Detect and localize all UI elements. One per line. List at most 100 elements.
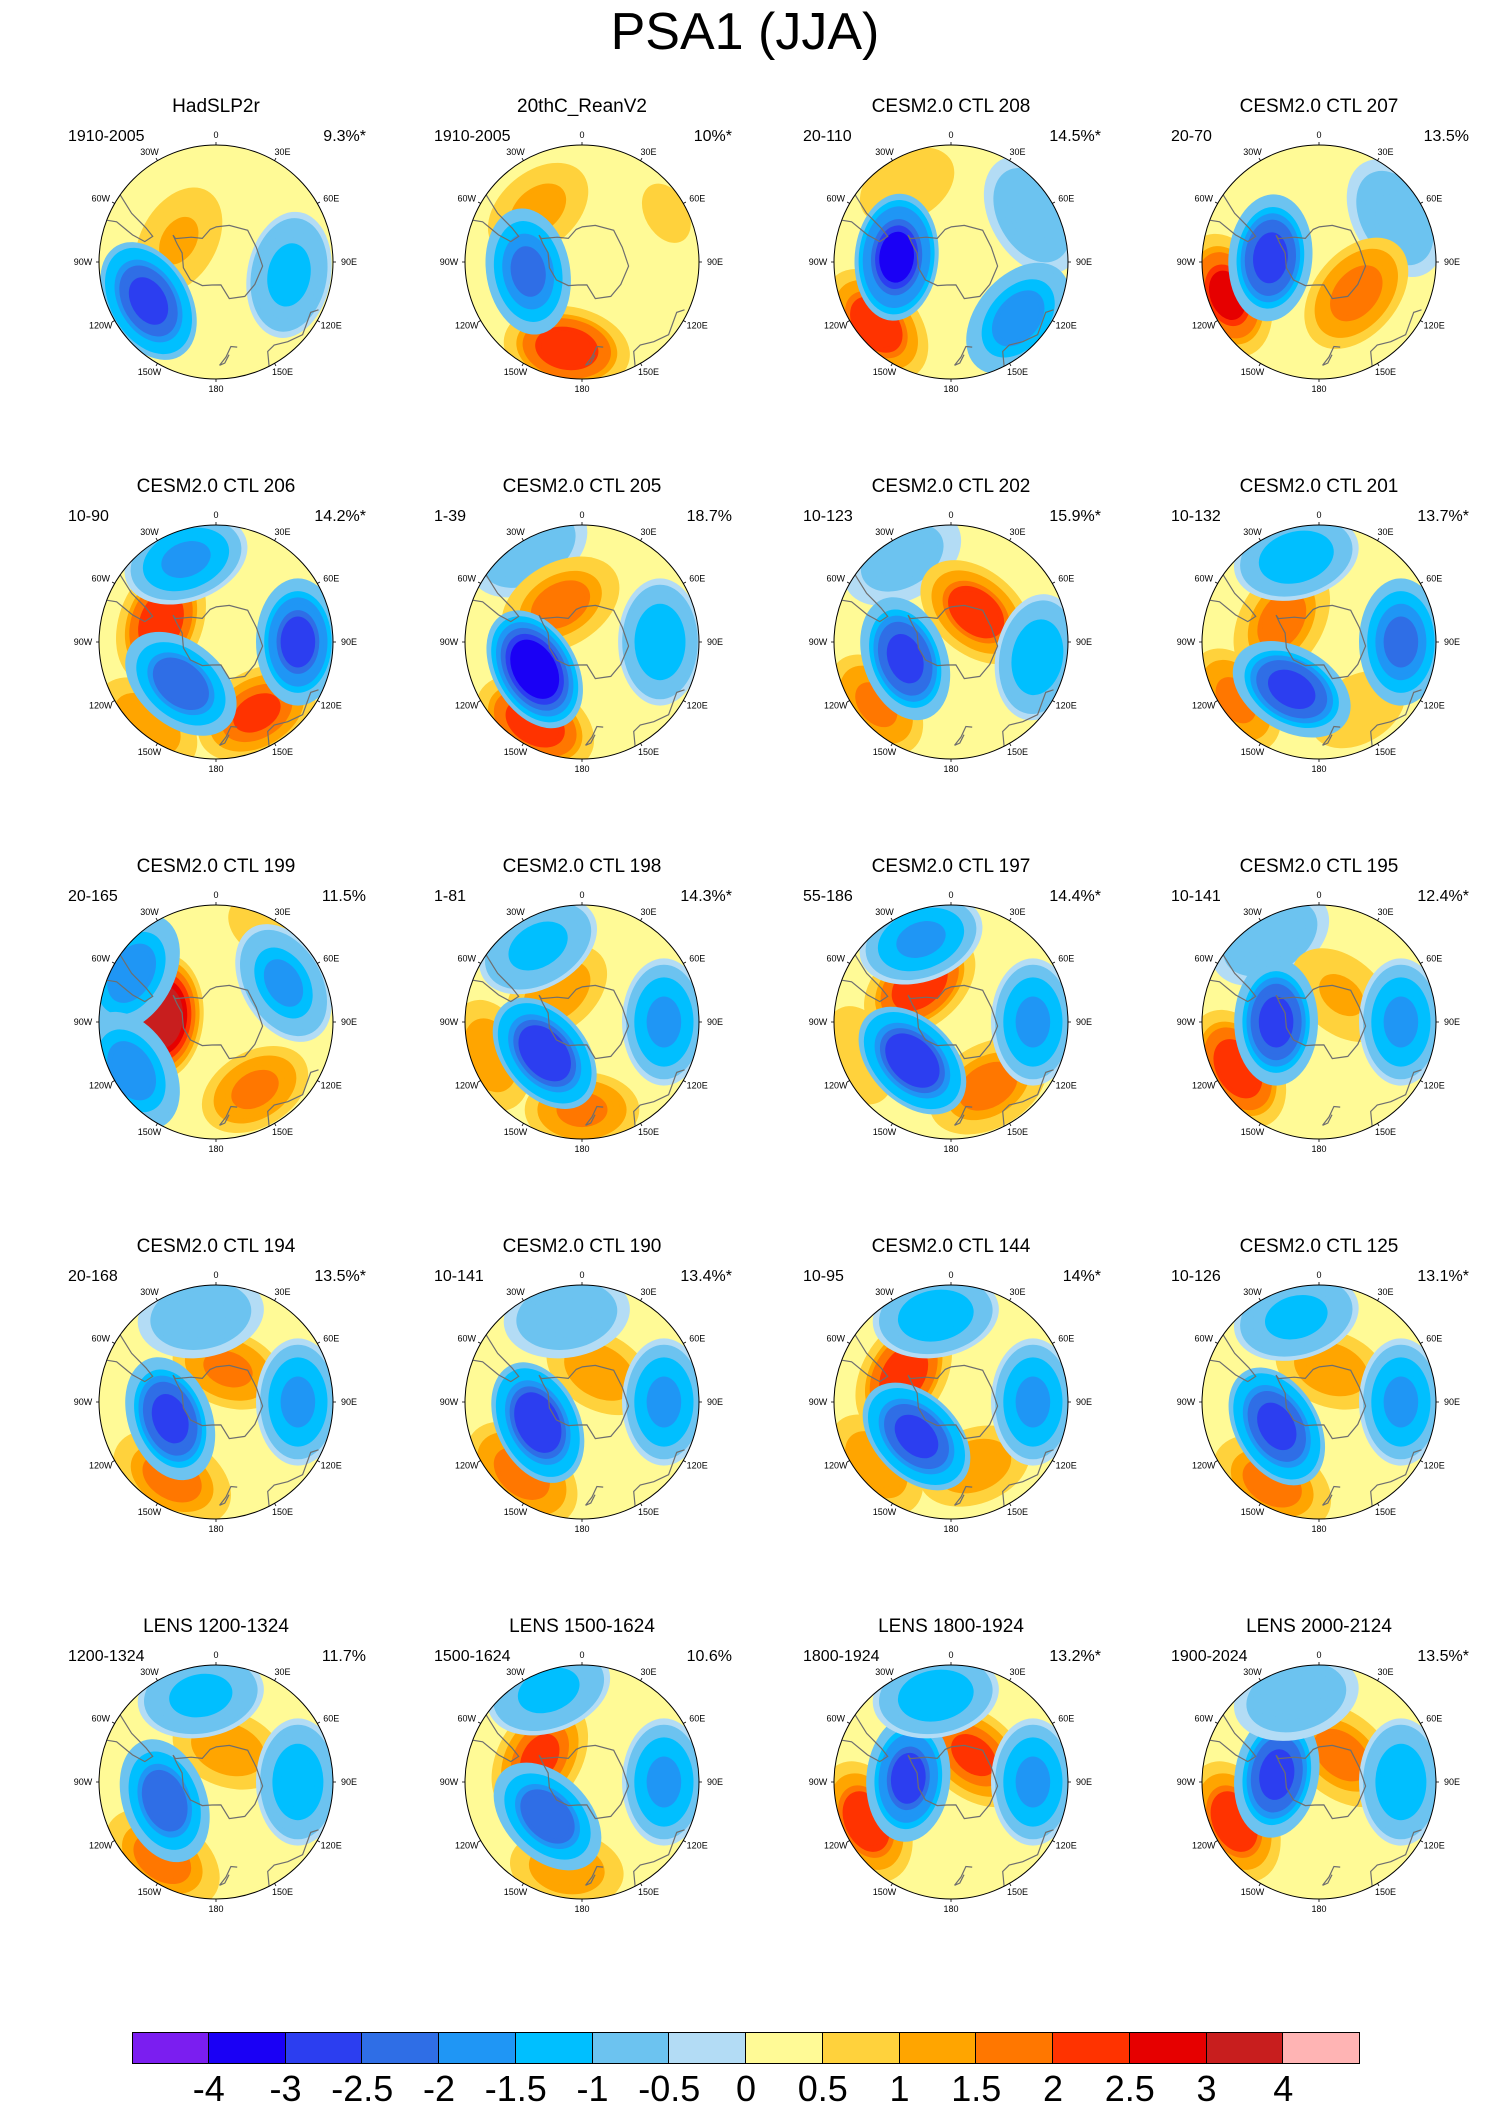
weak-anomaly-contour	[1375, 194, 1415, 242]
low-anomaly-contour	[523, 1030, 566, 1076]
australia-coastline	[267, 1829, 319, 1887]
low-anomaly-contour	[1257, 1402, 1297, 1451]
panel-title: LENS 1800-1924	[878, 1616, 1024, 1637]
lon-tick	[846, 320, 850, 323]
lon-label: 90W	[1177, 1777, 1196, 1787]
australia-coastline	[1370, 689, 1422, 747]
lon-label: 180	[1311, 1524, 1326, 1534]
lon-tick	[1377, 917, 1380, 921]
south-america-coastline	[1202, 1334, 1257, 1383]
lon-tick	[521, 1503, 524, 1507]
panel-variance-percent: 10%*	[693, 128, 732, 145]
lon-tick	[1377, 743, 1380, 747]
lon-label: 150W	[504, 1507, 528, 1517]
lon-label: 60E	[1426, 194, 1442, 204]
lon-label: 90W	[809, 637, 828, 647]
lon-label: 120W	[455, 1841, 479, 1851]
lon-label: 120E	[1056, 1461, 1077, 1471]
lon-tick	[1377, 537, 1380, 541]
lon-tick	[317, 1341, 321, 1344]
lon-tick	[1258, 1297, 1261, 1301]
lon-label: 0	[579, 130, 584, 140]
lon-tick	[111, 961, 115, 964]
australia-coastline	[1002, 1829, 1054, 1887]
panel-title: LENS 2000-2124	[1246, 1616, 1392, 1637]
polar-map: 0 30E 60E 90E 120E 150E 180 150W 120W 90W 60W 30W	[74, 1650, 357, 1914]
lon-tick	[1214, 1840, 1218, 1843]
lon-label: 60E	[689, 194, 705, 204]
polar-map: 0 30E 60E 90E 120E 150E 180 150W 120W 90W 60W 30W	[440, 1650, 723, 1914]
lon-tick	[1214, 320, 1218, 323]
lon-label: 60W	[1195, 954, 1214, 964]
panel-title: CESM2.0 CTL 202	[871, 476, 1031, 497]
lon-tick	[1377, 1883, 1380, 1887]
low-anomaly-contour	[514, 926, 562, 966]
australia-coastline	[1370, 309, 1422, 367]
lon-tick	[477, 1840, 481, 1843]
low-anomaly-contour	[524, 1671, 574, 1709]
lon-tick	[274, 1883, 277, 1887]
lon-tick	[640, 1503, 643, 1507]
lon-tick	[846, 1460, 850, 1463]
low-anomaly-contour	[910, 1677, 962, 1714]
lon-label: 60W	[458, 194, 477, 204]
antarctica-coastline	[907, 984, 999, 1060]
panel-years: 20-168	[68, 1268, 118, 1285]
lon-label: 180	[1311, 384, 1326, 394]
lon-tick	[317, 1080, 321, 1083]
lon-label: 0	[213, 890, 218, 900]
lon-tick	[477, 700, 481, 703]
lon-label: 60E	[689, 1714, 705, 1724]
lon-label: 180	[1311, 764, 1326, 774]
new-zealand-coastline	[954, 725, 973, 746]
australia-coastline	[633, 1449, 685, 1507]
colorbar	[132, 2032, 1360, 2064]
lon-tick	[846, 961, 850, 964]
lon-label: 180	[208, 764, 223, 774]
panel-years: 1-39	[434, 508, 467, 525]
lon-tick	[1420, 700, 1424, 703]
colorbar-level-label: 0	[735, 2068, 757, 2109]
australia-coastline	[633, 1829, 685, 1887]
colorbar-level-label: -1.5	[484, 2068, 547, 2109]
antarctica-coastline	[907, 604, 999, 680]
panel-variance-percent: 14.4%*	[1049, 888, 1101, 905]
panel-variance-percent: 14.2%*	[314, 508, 366, 525]
lon-tick	[890, 157, 893, 161]
lon-label: 60E	[1058, 1714, 1074, 1724]
low-anomaly-contour	[510, 246, 546, 297]
panel-years: 1800-1924	[803, 1648, 880, 1665]
map-panel: CESM2.0 CTL 194 20-168 13.5%* 0 30E 60E 90E 120…	[30, 1140, 402, 1534]
lon-label: 120W	[1192, 1081, 1216, 1091]
panel-years: 10-90	[68, 508, 109, 525]
polar-map: 0 30E 60E 90E 120E 150E 180 150W 120W 90W 60W 30W	[1177, 890, 1460, 1154]
map-panel: CESM2.0 CTL 205 1-39 18.7% 0 30E 60E 90E 120E 15…	[396, 380, 768, 774]
lon-label: 60E	[323, 194, 339, 204]
high-anomaly-contour	[1319, 974, 1365, 1017]
lon-label: 150E	[1375, 1887, 1396, 1897]
panel-variance-percent: 15.9%*	[1049, 508, 1101, 525]
antarctica-coastline	[1275, 224, 1367, 300]
australia-coastline	[1370, 1449, 1422, 1507]
lon-tick	[1258, 1677, 1261, 1681]
lon-label: 30W	[506, 1287, 525, 1297]
lon-label: 180	[1311, 1144, 1326, 1154]
lon-tick	[155, 1123, 158, 1127]
australia-coastline	[267, 1449, 319, 1507]
new-zealand-coastline	[1322, 345, 1341, 366]
polar-map: 0 30E 60E 90E 120E 150E 180 150W 120W 90W 60W 30W	[809, 130, 1092, 394]
lon-tick	[521, 1297, 524, 1301]
low-anomaly-contour	[175, 1297, 227, 1334]
low-anomaly-contour	[280, 1756, 316, 1808]
south-america-coastline	[99, 1334, 154, 1383]
lon-label: 0	[1316, 890, 1321, 900]
lon-tick	[111, 1080, 115, 1083]
panel-title: CESM2.0 CTL 144	[871, 1236, 1031, 1257]
polar-map: 0 30E 60E 90E 120E 150E 180 150W 120W 90W 60W 30W	[809, 890, 1092, 1154]
low-anomaly-contour	[518, 1398, 557, 1447]
new-zealand-coastline	[219, 1485, 238, 1506]
south-america-coastline	[99, 954, 154, 1003]
colorbar-swatch	[1283, 2032, 1360, 2064]
colorbar-level-label: 3	[1196, 2068, 1217, 2109]
lon-label: 30W	[875, 527, 894, 537]
